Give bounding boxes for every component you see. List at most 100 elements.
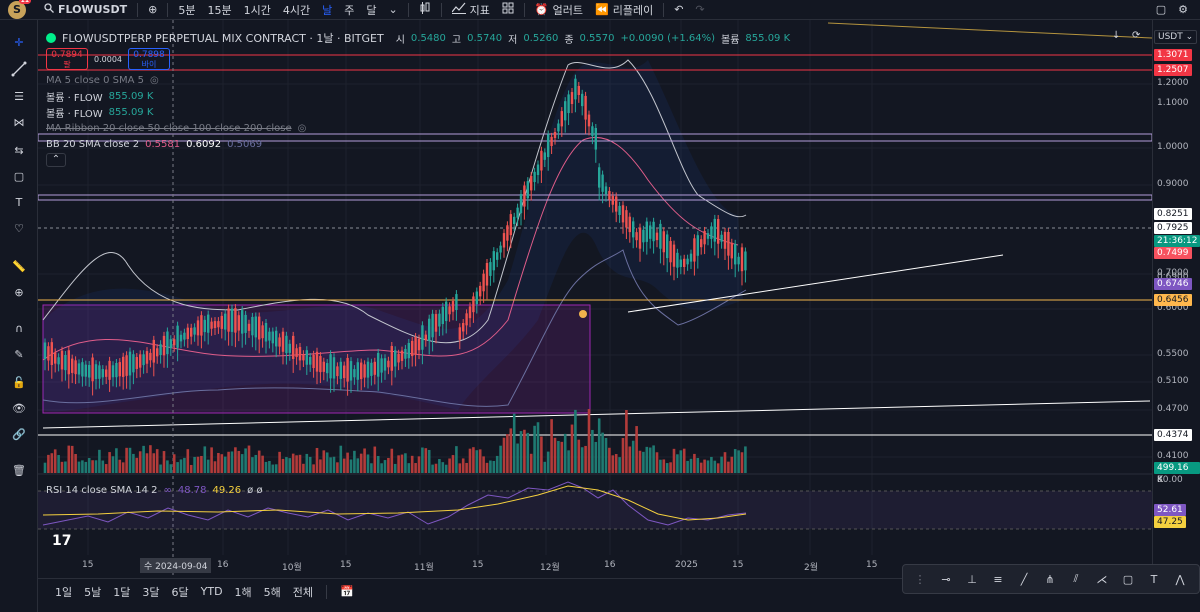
add-symbol-button[interactable]: ⊕ (142, 0, 163, 20)
line-tool[interactable]: ╱ (1013, 568, 1035, 590)
range-5d[interactable]: 5날 (84, 585, 102, 599)
fib-tool[interactable]: ☰ (9, 86, 29, 106)
zoom-tool[interactable]: ⊕ (9, 282, 29, 302)
user-avatar[interactable]: S 11 (8, 0, 31, 19)
text-tool-float[interactable]: T (1143, 568, 1165, 590)
candle-body (608, 191, 611, 200)
volume-bar (686, 460, 689, 473)
buy-button[interactable]: 0.7898 바이 (128, 48, 170, 70)
price-axis[interactable] (1152, 20, 1200, 575)
candle-body (166, 331, 169, 355)
volume-indicator-label-2[interactable]: 볼륨 · FLOW (46, 108, 103, 120)
range-6m[interactable]: 6달 (171, 585, 189, 599)
volume-bar (288, 458, 292, 473)
drawing-mode-tool[interactable]: ✎ (9, 344, 29, 364)
range-1d[interactable]: 1일 (55, 585, 73, 599)
volume-bar (387, 457, 390, 473)
candle-body (230, 308, 234, 332)
volume-bar (604, 437, 608, 473)
pattern-tool[interactable]: ⋈ (9, 112, 29, 132)
horizontal-ray-tool[interactable]: ⊸ (935, 568, 957, 590)
pitchfork-tool[interactable]: ⋔ (1039, 568, 1061, 590)
ma-ribbon-label[interactable]: MA Ribbon 20 close 50 close 100 close 20… (46, 122, 292, 134)
rectangle-icon: ▢ (1122, 572, 1134, 586)
layouts-button[interactable] (496, 0, 520, 20)
interval-15m[interactable]: 15분 (207, 3, 232, 17)
vertical-line-tool[interactable]: ⊥ (961, 568, 983, 590)
go-to-date-button[interactable]: 📅 (335, 585, 359, 598)
ribbon-eye-icon[interactable]: ◎ (297, 122, 307, 134)
collapse-legend-button[interactable]: ⌃ (46, 153, 66, 167)
currency-selector[interactable]: USDT ⌄ (1154, 30, 1198, 44)
shape-tool[interactable]: ▢ (9, 166, 29, 186)
drag-handle[interactable]: ⋮ (914, 572, 926, 586)
undo-button[interactable]: ↶ (668, 0, 689, 20)
range-all[interactable]: 전체 (292, 585, 314, 599)
magnet-tool[interactable]: ∩ (9, 318, 29, 338)
symbol-search[interactable]: FLOWUSDT (38, 0, 133, 20)
chart-legend: FLOWUSDTPERP PERPETUAL MIX CONTRACT · 1날… (46, 30, 790, 168)
range-ytd[interactable]: YTD (200, 585, 223, 598)
volume-indicator-label-1[interactable]: 볼륨 · FLOW (46, 92, 103, 104)
favorites-tool[interactable]: ♡ (9, 218, 29, 238)
crosshair-tool[interactable]: ✛ (9, 32, 29, 52)
lock-tool[interactable]: 🔓 (9, 372, 29, 392)
projection-tool[interactable]: ⇆ (9, 140, 29, 160)
volume-bar (404, 453, 407, 473)
volume-bar (489, 460, 492, 473)
text-tool[interactable]: T (9, 192, 29, 212)
candle-body (213, 321, 217, 329)
interval-week[interactable]: 주 (344, 3, 355, 17)
replay-button[interactable]: ⏪ 리플레이 (589, 0, 659, 20)
candle-body (536, 164, 540, 175)
chart-type-button[interactable] (413, 0, 437, 20)
visibility-tool[interactable]: 👁 (9, 398, 29, 418)
candle-body (152, 339, 155, 363)
path-tool[interactable]: ⋌ (1091, 568, 1113, 590)
price-chart[interactable] (38, 20, 1152, 575)
rsi-label[interactable]: RSI 14 close SMA 14 2 (46, 484, 158, 496)
range-5y[interactable]: 5해 (263, 585, 281, 599)
interval-5m[interactable]: 5분 (178, 3, 196, 17)
layout-menu-button[interactable]: ▢ (1150, 0, 1172, 20)
trend-line-icon (11, 61, 27, 80)
settings-button[interactable]: ⚙ (1172, 0, 1194, 20)
candle-body (227, 308, 230, 332)
pattern-tool-float[interactable]: ⋀ (1169, 568, 1191, 590)
tradingview-logo: 17 (52, 533, 72, 549)
ruler-tool[interactable]: 📏 (9, 256, 29, 276)
candle-body (234, 308, 237, 333)
candle-body (645, 221, 648, 242)
link-tool[interactable]: 🔗 (9, 424, 29, 444)
sell-button[interactable]: 0.7894 팔 (46, 48, 88, 70)
rectangle-tool[interactable]: ▢ (1117, 568, 1139, 590)
range-3m[interactable]: 3달 (142, 585, 160, 599)
volume-bar (74, 453, 77, 473)
time-cursor-label: 수 2024-09-04 (140, 558, 212, 573)
interval-day[interactable]: 날 (322, 3, 333, 17)
interval-dropdown[interactable]: ⌄ (382, 0, 403, 20)
scroll-down-button[interactable]: ↓ (1112, 30, 1121, 41)
volume-bar (302, 463, 305, 473)
range-1m[interactable]: 1달 (113, 585, 131, 599)
bb-label[interactable]: BB 20 SMA close 2 (46, 138, 140, 150)
parallel-channel-tool[interactable]: ≡ (987, 568, 1009, 590)
range-1y[interactable]: 1해 (234, 585, 252, 599)
undo-icon: ↶ (674, 3, 684, 16)
fib-retracement-tool[interactable]: ⫽ (1065, 568, 1087, 590)
candlestick-series (43, 74, 747, 396)
indicators-button[interactable]: 지표 (446, 0, 496, 20)
remove-drawings-tool[interactable]: 🗑 (9, 460, 29, 480)
interval-1h[interactable]: 1시간 (243, 3, 271, 17)
auto-scale-button[interactable]: ⟳ (1132, 30, 1141, 41)
rsi-legend: RSI 14 close SMA 14 2 ∞ 48.78 49.26 ø ø (46, 482, 263, 498)
interval-month[interactable]: 달 (366, 3, 377, 17)
bb-mid-value: 0.5581 (145, 138, 181, 150)
hidden-eye-icon[interactable]: ◎ (150, 74, 159, 86)
interval-4h[interactable]: 4시간 (282, 3, 311, 17)
ma-indicator-label[interactable]: MA 5 close 0 SMA 5 (46, 74, 145, 86)
alert-button[interactable]: ⏰ 얼러트 (529, 0, 589, 20)
trend-line-tool[interactable] (9, 60, 29, 80)
volume-bar (560, 441, 564, 473)
redo-button[interactable]: ↷ (689, 0, 710, 20)
